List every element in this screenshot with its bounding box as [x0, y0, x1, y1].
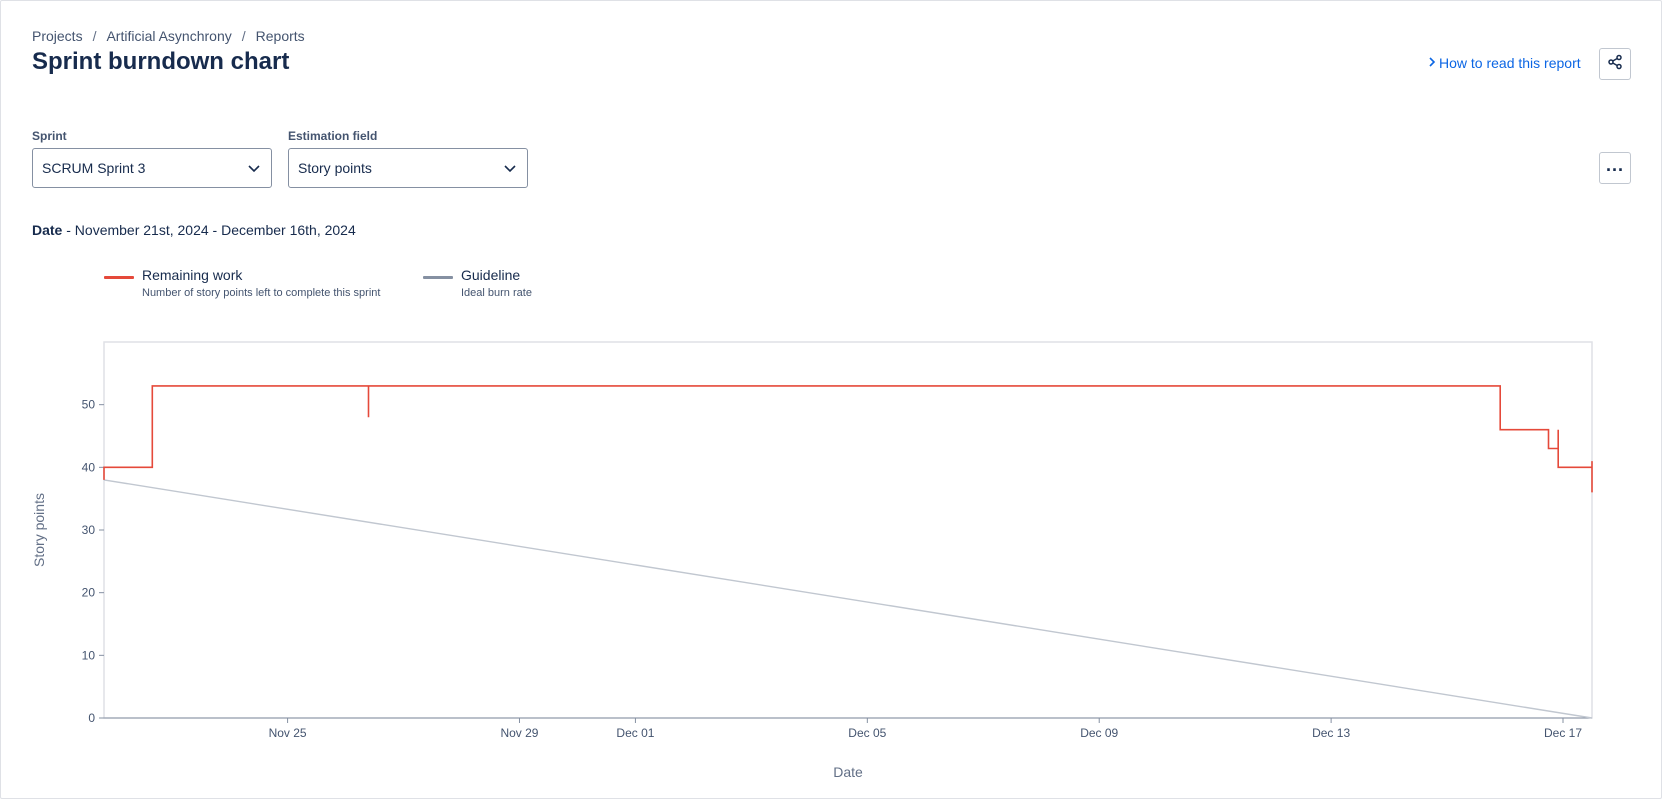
share-button[interactable]: [1599, 48, 1631, 80]
estimation-value: Story points: [298, 160, 372, 176]
breadcrumb-projects[interactable]: Projects: [32, 28, 83, 44]
x-axis-title: Date: [833, 764, 863, 780]
y-axis: 0 10 20 30 40 50: [82, 398, 104, 725]
x-axis: Nov 25 Nov 29 Dec 01 Dec 05 Dec 09 Dec 13 Dec …: [104, 717, 1592, 740]
y-tick-label: 30: [82, 523, 96, 537]
y-tick-label: 10: [82, 648, 96, 662]
share-icon: [1607, 54, 1623, 75]
date-range: Date - November 21st, 2024 - December 16…: [32, 222, 356, 238]
sprint-select[interactable]: SCRUM Sprint 3: [32, 148, 272, 188]
y-tick-label: 50: [82, 398, 96, 412]
chevron-right-icon: [1428, 56, 1436, 71]
x-tick-label: Dec 13: [1312, 726, 1350, 740]
x-tick-label: Dec 17: [1544, 726, 1582, 740]
breadcrumb-separator: /: [241, 28, 246, 44]
legend-swatch-guideline: [423, 276, 453, 279]
x-tick-label: Dec 09: [1080, 726, 1118, 740]
legend-name: Remaining work: [142, 267, 243, 283]
breadcrumb-reports[interactable]: Reports: [255, 28, 305, 44]
legend-guideline[interactable]: Guideline Ideal burn rate: [423, 267, 532, 299]
y-tick-label: 20: [82, 586, 96, 600]
date-range-label: Date: [32, 222, 63, 238]
how-to-read-link[interactable]: How to read this report: [1428, 55, 1581, 71]
estimation-select[interactable]: Story points: [288, 148, 528, 188]
burndown-chart: 0 10 20 30 40 50 Nov 25 Nov 29 Dec 01 Dec 05 Dec …: [31, 341, 1593, 780]
legend-description: Number of story points left to complete …: [142, 287, 381, 299]
chevron-down-icon: [503, 161, 517, 178]
more-icon: ...: [1605, 155, 1624, 175]
more-actions-button[interactable]: ...: [1599, 152, 1631, 184]
y-axis-title: Story points: [31, 493, 47, 567]
breadcrumb-separator: /: [92, 28, 97, 44]
x-tick-label: Dec 05: [848, 726, 886, 740]
legend-description: Ideal burn rate: [461, 287, 532, 299]
series-line-guideline[interactable]: [103, 479, 1593, 719]
chart-series: [103, 385, 1593, 719]
date-range-value: - November 21st, 2024 - December 16th, 2…: [66, 222, 356, 238]
breadcrumb-project[interactable]: Artificial Asynchrony: [106, 28, 232, 44]
x-tick-label: Nov 25: [269, 726, 307, 740]
estimation-label: Estimation field: [288, 129, 378, 143]
x-tick-label: Dec 01: [616, 726, 654, 740]
series-line-remaining-work[interactable]: [103, 385, 1593, 493]
y-tick-label: 40: [82, 460, 96, 474]
how-to-read-label: How to read this report: [1439, 55, 1581, 71]
page-title: Sprint burndown chart: [32, 48, 290, 75]
sprint-value: SCRUM Sprint 3: [42, 160, 146, 176]
plot-area: [103, 341, 1593, 719]
sprint-label: Sprint: [32, 129, 67, 143]
chevron-down-icon: [247, 161, 261, 178]
legend-name: Guideline: [461, 267, 521, 283]
breadcrumb: Projects / Artificial Asynchrony / Repor…: [32, 28, 305, 44]
y-tick-label: 0: [88, 711, 95, 725]
legend-remaining-work[interactable]: Remaining work Number of story points le…: [104, 267, 380, 299]
x-tick-label: Nov 29: [500, 726, 538, 740]
legend-swatch-remaining: [104, 276, 134, 279]
